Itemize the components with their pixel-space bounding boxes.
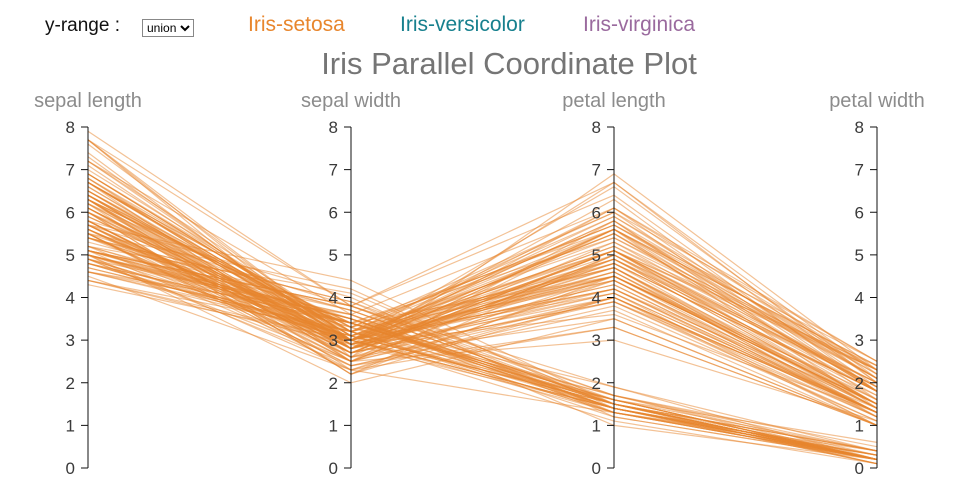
tick-label: 4 bbox=[66, 289, 75, 308]
tick-label: 2 bbox=[66, 374, 75, 393]
tick-label: 3 bbox=[855, 331, 864, 350]
tick-label: 2 bbox=[855, 374, 864, 393]
tick-label: 1 bbox=[592, 416, 601, 435]
data-line bbox=[87, 160, 878, 362]
tick-label: 7 bbox=[66, 161, 75, 180]
tick-label: 1 bbox=[329, 416, 338, 435]
tick-label: 8 bbox=[592, 118, 601, 137]
tick-label: 6 bbox=[855, 203, 864, 222]
tick-label: 5 bbox=[592, 246, 601, 265]
axis-title: sepal length bbox=[34, 90, 142, 112]
tick-label: 3 bbox=[66, 331, 75, 350]
legend-item-iris-versicolor: Iris-versicolor bbox=[400, 13, 525, 36]
data-line bbox=[87, 139, 878, 384]
axis-title: petal width bbox=[829, 90, 925, 112]
y-range-select[interactable]: union bbox=[142, 19, 194, 37]
tick-label: 1 bbox=[855, 416, 864, 435]
tick-label: 0 bbox=[66, 459, 75, 478]
tick-label: 4 bbox=[329, 289, 338, 308]
tick-label: 0 bbox=[855, 459, 864, 478]
data-line bbox=[87, 194, 878, 375]
tick-label: 0 bbox=[592, 459, 601, 478]
data-line bbox=[87, 181, 878, 362]
data-line bbox=[87, 211, 878, 405]
tick-label: 4 bbox=[592, 289, 601, 308]
tick-label: 6 bbox=[329, 203, 338, 222]
data-line bbox=[87, 190, 878, 384]
tick-label: 2 bbox=[329, 374, 338, 393]
tick-label: 7 bbox=[329, 161, 338, 180]
data-line bbox=[87, 250, 878, 422]
data-line bbox=[87, 203, 878, 371]
tick-label: 8 bbox=[329, 118, 338, 137]
tick-label: 6 bbox=[66, 203, 75, 222]
chart-title: Iris Parallel Coordinate Plot bbox=[321, 46, 697, 81]
tick-label: 5 bbox=[329, 246, 338, 265]
parallel-coordinates-plot: sepal length 0 1 2 3 4 5 6 7 8 sepal width 0 1 2 3 4 5 6 7… bbox=[34, 90, 925, 478]
axis-title: petal length bbox=[562, 90, 665, 112]
data-line bbox=[87, 254, 878, 426]
data-line bbox=[87, 233, 878, 414]
tick-label: 1 bbox=[66, 416, 75, 435]
tick-label: 3 bbox=[329, 331, 338, 350]
tick-label: 2 bbox=[592, 374, 601, 393]
legend-item-iris-setosa: Iris-setosa bbox=[248, 13, 345, 36]
tick-label: 7 bbox=[592, 161, 601, 180]
data-line bbox=[87, 181, 878, 367]
y-range-label: y-range : bbox=[45, 15, 120, 36]
tick-label: 5 bbox=[66, 246, 75, 265]
tick-label: 3 bbox=[592, 331, 601, 350]
tick-label: 8 bbox=[66, 118, 75, 137]
tick-label: 8 bbox=[855, 118, 864, 137]
data-line bbox=[87, 139, 878, 375]
tick-label: 7 bbox=[855, 161, 864, 180]
tick-label: 5 bbox=[855, 246, 864, 265]
axis-title: sepal width bbox=[301, 90, 401, 112]
tick-label: 0 bbox=[329, 459, 338, 478]
data-line bbox=[87, 220, 878, 388]
data-line bbox=[87, 215, 878, 392]
tick-label: 6 bbox=[592, 203, 601, 222]
tick-label: 4 bbox=[855, 289, 864, 308]
data-line bbox=[87, 233, 878, 426]
data-line bbox=[87, 258, 878, 397]
legend-item-iris-virginica: Iris-virginica bbox=[583, 13, 696, 36]
